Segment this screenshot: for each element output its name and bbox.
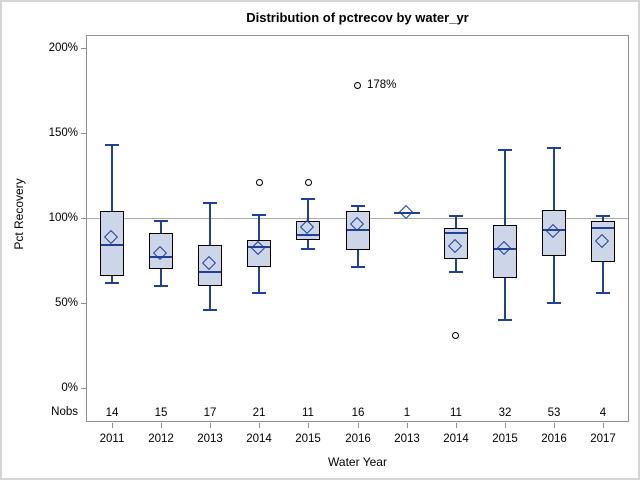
box-2014-3	[247, 240, 271, 267]
median-line-2017-10	[592, 227, 614, 229]
whisker-cap-bottom-2016-5	[351, 266, 365, 268]
nobs-value-2013-2: 17	[203, 407, 217, 419]
x-tick-label-2015-8: 2015	[492, 433, 518, 445]
x-tick-label-2014-3: 2014	[246, 433, 272, 445]
nobs-value-2015-4: 11	[302, 407, 314, 419]
nobs-value-2013-6: 1	[403, 407, 411, 419]
nobs-value-2015-8: 32	[498, 407, 512, 419]
whisker-cap-bottom-2011-0	[105, 282, 119, 284]
x-tick-mark-2015-4	[308, 423, 309, 428]
x-tick-label-2017-10: 2017	[590, 433, 616, 445]
x-tick-mark-2014-7	[456, 423, 457, 428]
whisker-cap-bottom-2013-2	[203, 309, 217, 311]
nobs-value-2011-0: 14	[105, 407, 119, 419]
x-tick-mark-2014-3	[259, 423, 260, 428]
box-2016-9	[542, 210, 566, 256]
x-tick-label-2015-4: 2015	[295, 433, 321, 445]
box-2015-8	[493, 225, 517, 278]
y-tick-label: 100%	[48, 212, 78, 224]
y-tick-mark	[81, 218, 86, 219]
nobs-value-2014-7: 11	[450, 407, 462, 419]
x-tick-label-2011-0: 2011	[99, 433, 125, 445]
whisker-cap-bottom-2015-8	[498, 319, 512, 321]
x-tick-label-2013-6: 2013	[394, 433, 420, 445]
box-2012-1	[149, 233, 173, 269]
median-line-2013-2	[199, 271, 221, 273]
outlier-point-2014-7	[452, 332, 459, 339]
whisker-cap-bottom-2017-10	[596, 292, 610, 294]
outlier-value-label: 178%	[367, 79, 397, 91]
x-tick-label-2016-5: 2016	[345, 433, 371, 445]
x-tick-mark-2016-9	[554, 423, 555, 428]
whisker-cap-top-2011-0	[105, 144, 119, 146]
nobs-value-2012-1: 15	[154, 407, 168, 419]
box-2011-0	[100, 211, 124, 276]
x-tick-mark-2011-0	[112, 423, 113, 428]
whisker-cap-top-2017-10	[596, 215, 610, 217]
nobs-value-2014-3: 21	[252, 407, 266, 419]
x-tick-label-2016-9: 2016	[541, 433, 567, 445]
median-line-2012-1	[150, 256, 172, 258]
y-tick-label: 150%	[48, 127, 78, 139]
median-line-2014-7	[445, 232, 467, 234]
x-tick-mark-2016-5	[358, 423, 359, 428]
x-tick-mark-2017-10	[603, 423, 604, 428]
box-2013-2	[198, 245, 222, 286]
whisker-cap-bottom-2015-4	[301, 248, 315, 250]
whisker-cap-bottom-2014-7	[449, 271, 463, 273]
y-tick-label: 50%	[54, 297, 78, 309]
x-axis-title: Water Year	[328, 455, 387, 469]
nobs-value-2016-5: 16	[351, 407, 365, 419]
x-tick-mark-2015-8	[505, 423, 506, 428]
y-tick-mark	[81, 133, 86, 134]
y-tick-mark	[81, 388, 86, 389]
chart-title: Distribution of pctrecov by water_yr	[246, 10, 469, 25]
y-tick-mark	[81, 48, 86, 49]
nobs-value-2016-9: 53	[547, 407, 561, 419]
whisker-cap-top-2016-9	[547, 147, 561, 149]
whisker-cap-top-2016-5	[351, 205, 365, 207]
nobs-row-label: Nobs	[51, 406, 78, 418]
whisker-cap-bottom-2016-9	[547, 302, 561, 304]
median-line-2014-3	[248, 246, 270, 248]
x-tick-label-2013-2: 2013	[197, 433, 223, 445]
y-axis-title: Pct Recovery	[12, 178, 26, 250]
y-tick-mark	[81, 303, 86, 304]
median-line-2013-6	[394, 212, 420, 214]
median-line-2015-8	[494, 248, 516, 250]
median-line-2011-0	[101, 244, 123, 246]
whisker-cap-top-2015-4	[301, 198, 315, 200]
median-line-2015-4	[297, 234, 319, 236]
median-line-2016-9	[543, 229, 565, 231]
x-tick-mark-2013-2	[210, 423, 211, 428]
whisker-cap-bottom-2012-1	[154, 285, 168, 287]
x-tick-mark-2013-6	[407, 423, 408, 428]
outlier-point-2015-4	[305, 179, 312, 186]
x-tick-label-2012-1: 2012	[148, 433, 174, 445]
whisker-cap-top-2015-8	[498, 149, 512, 151]
y-tick-label: 200%	[48, 42, 78, 54]
whisker-cap-top-2013-2	[203, 202, 217, 204]
x-tick-label-2014-7: 2014	[443, 433, 469, 445]
x-tick-mark-2012-1	[161, 423, 162, 428]
whisker-cap-bottom-2014-3	[252, 292, 266, 294]
outlier-point-2016-5	[354, 82, 361, 89]
nobs-value-2017-10: 4	[599, 407, 607, 419]
whisker-cap-top-2014-7	[449, 215, 463, 217]
y-tick-label: 0%	[61, 382, 78, 394]
outlier-point-2014-3	[256, 179, 263, 186]
whisker-cap-top-2012-1	[154, 220, 168, 222]
whisker-cap-top-2014-3	[252, 214, 266, 216]
median-line-2016-5	[347, 229, 369, 231]
